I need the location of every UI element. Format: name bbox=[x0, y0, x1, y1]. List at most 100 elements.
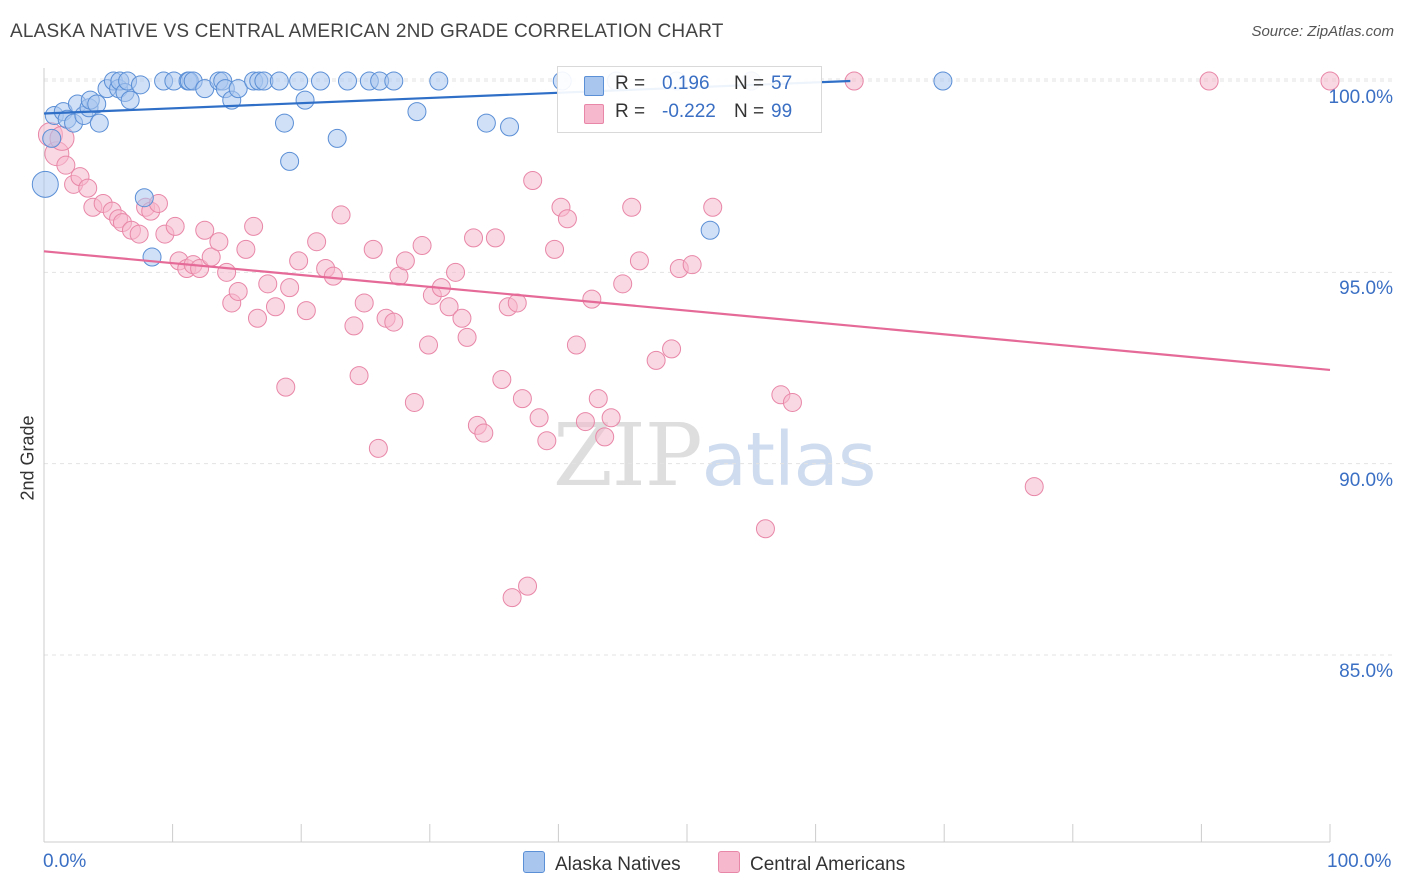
alaska-point bbox=[429, 71, 449, 91]
central-point bbox=[537, 431, 557, 451]
central-point bbox=[289, 251, 309, 271]
bottom-legend-alaska: Alaska Natives bbox=[523, 851, 681, 876]
alaska-point bbox=[42, 128, 62, 148]
central-point bbox=[457, 327, 477, 347]
alaska-point bbox=[89, 113, 109, 133]
watermark: ZIPatlas bbox=[553, 406, 877, 506]
alaska-point bbox=[274, 113, 294, 133]
central-point bbox=[419, 335, 439, 355]
central-point bbox=[349, 366, 369, 386]
central-point bbox=[258, 274, 278, 294]
bottom-legend-label: Alaska Natives bbox=[555, 854, 681, 875]
alaska-point bbox=[327, 128, 347, 148]
central-point bbox=[1199, 71, 1219, 91]
central-point bbox=[1320, 71, 1340, 91]
central-point bbox=[575, 412, 595, 432]
alaska-point bbox=[31, 170, 59, 198]
alaska-point bbox=[87, 94, 107, 114]
central-point bbox=[782, 392, 802, 412]
central-point bbox=[502, 588, 522, 608]
bottom-legend-swatch-pink bbox=[718, 851, 740, 873]
central-point bbox=[474, 423, 494, 443]
central-point bbox=[247, 308, 267, 328]
central-point bbox=[518, 576, 538, 596]
central-point bbox=[595, 427, 615, 447]
x-tick-label-min: 0.0% bbox=[43, 851, 87, 872]
y-tick-label: 85.0% bbox=[1339, 661, 1393, 682]
source-label: Source: ZipAtlas.com bbox=[1251, 23, 1394, 40]
central-point bbox=[613, 274, 633, 294]
central-point bbox=[662, 339, 682, 359]
central-point bbox=[354, 293, 374, 313]
central-point bbox=[78, 178, 98, 198]
central-point bbox=[236, 239, 256, 259]
alaska-point bbox=[134, 188, 154, 208]
y-tick-label: 90.0% bbox=[1339, 469, 1393, 491]
bottom-legend-label: Central Americans bbox=[750, 854, 906, 875]
central-point bbox=[682, 255, 702, 275]
central-point bbox=[507, 293, 527, 313]
y-axis-label: 2nd Grade bbox=[17, 415, 38, 501]
central-point bbox=[582, 289, 602, 309]
central-point bbox=[464, 228, 484, 248]
central-point bbox=[755, 519, 775, 539]
bottom-legend-swatch-blue bbox=[523, 851, 545, 873]
legend-r-label: R = bbox=[615, 101, 646, 122]
alaska-point bbox=[407, 102, 427, 122]
alaska-point bbox=[310, 71, 330, 91]
legend-n-value: 57 bbox=[771, 73, 793, 94]
central-point bbox=[165, 216, 185, 236]
legend-n-label: N = bbox=[734, 101, 765, 122]
central-point bbox=[412, 236, 432, 256]
central-point bbox=[228, 281, 248, 301]
central-point bbox=[703, 197, 723, 217]
legend-swatch-pink bbox=[584, 104, 604, 124]
legend-n-label: N = bbox=[734, 73, 765, 94]
alaska-point bbox=[289, 71, 309, 91]
central-point bbox=[190, 259, 210, 279]
central-point bbox=[331, 205, 351, 225]
alaska-point bbox=[933, 71, 953, 91]
legend-n-value: 99 bbox=[771, 101, 793, 122]
alaska-point bbox=[130, 75, 150, 95]
central-point bbox=[296, 301, 316, 321]
central-point bbox=[363, 239, 383, 259]
central-point bbox=[566, 335, 586, 355]
legend-r-value: -0.222 bbox=[662, 101, 716, 122]
legend-r-value: 0.196 bbox=[662, 73, 710, 94]
alaska-point bbox=[700, 220, 720, 240]
alaska-point bbox=[120, 90, 140, 110]
alaska-point bbox=[280, 151, 300, 171]
central-point bbox=[404, 392, 424, 412]
central-point bbox=[545, 239, 565, 259]
central-point bbox=[280, 278, 300, 298]
central-point bbox=[323, 266, 343, 286]
central-point bbox=[307, 232, 327, 252]
central-point bbox=[265, 297, 285, 317]
central-point bbox=[368, 438, 388, 458]
alaska-point bbox=[142, 247, 162, 267]
central-point bbox=[523, 170, 543, 190]
central-point bbox=[485, 228, 505, 248]
central-point bbox=[512, 389, 532, 409]
alaska-point bbox=[384, 71, 404, 91]
central-point bbox=[217, 262, 237, 282]
watermark-atlas: atlas bbox=[701, 417, 877, 503]
central-trend-line bbox=[43, 250, 1331, 372]
central-point bbox=[492, 369, 512, 389]
central-point bbox=[344, 316, 364, 336]
central-point bbox=[646, 350, 666, 370]
central-point bbox=[56, 155, 76, 175]
central-point bbox=[529, 408, 549, 428]
central-point bbox=[129, 224, 149, 244]
legend-swatch-blue bbox=[584, 76, 604, 96]
central-point bbox=[1024, 477, 1044, 497]
central-point bbox=[384, 312, 404, 332]
central-point bbox=[446, 262, 466, 282]
alaska-point bbox=[476, 113, 496, 133]
central-point bbox=[209, 232, 229, 252]
y-tick-label: 95.0% bbox=[1339, 278, 1393, 300]
central-point bbox=[588, 389, 608, 409]
central-point bbox=[276, 377, 296, 397]
